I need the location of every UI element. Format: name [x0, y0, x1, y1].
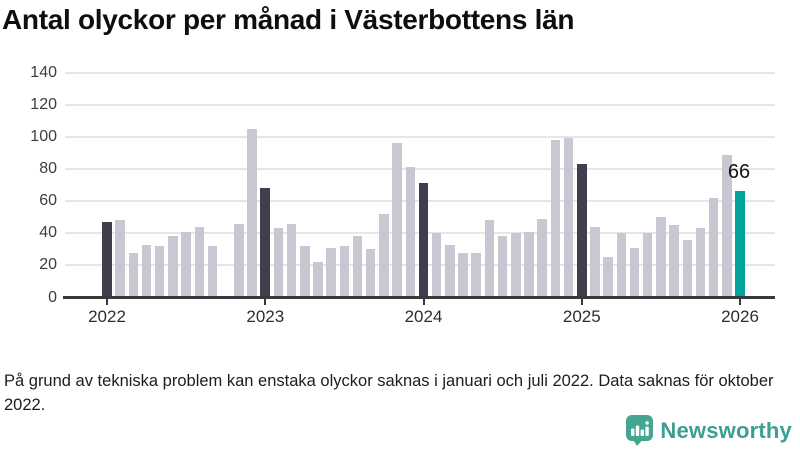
- bar-2025-01: [577, 164, 587, 298]
- y-axis-tick-label: 40: [39, 224, 57, 242]
- bar-2024-08: [511, 233, 521, 298]
- bar-2024-09: [524, 231, 534, 298]
- x-axis-tick: [106, 299, 108, 305]
- y-axis-tick-label: 0: [48, 288, 57, 306]
- bar-2023-04: [300, 246, 310, 298]
- bar-2024-11: [550, 140, 561, 298]
- bar-2026-01: [735, 191, 745, 298]
- bar-2025-09: [682, 239, 693, 298]
- gridline: [65, 71, 775, 74]
- bar-2024-05: [471, 252, 481, 298]
- bar-2023-10: [379, 213, 389, 298]
- bar-2022-08: [194, 226, 205, 298]
- x-axis-year-label: 2023: [246, 307, 285, 326]
- bar-2024-12: [563, 138, 574, 298]
- x-axis-year-label: 2022: [88, 307, 126, 326]
- chart-title: Antal olyckor per månad i Västerbottens …: [2, 4, 575, 35]
- bar-2024-07: [497, 236, 508, 298]
- bar-2022-03: [128, 252, 139, 298]
- bar-2025-08: [669, 225, 679, 298]
- x-axis-tick: [739, 299, 741, 305]
- x-axis-year-label: 2026: [721, 307, 759, 326]
- bar-2025-03: [603, 257, 613, 298]
- y-axis-tick-label: 120: [30, 95, 57, 113]
- bar-2023-06: [326, 247, 336, 298]
- bar-2024-10: [537, 218, 547, 298]
- footnote-text: På grund av tekniska problem kan enstaka…: [4, 372, 774, 414]
- bar-2025-02: [590, 226, 600, 298]
- x-axis-year-label: 2024: [404, 307, 443, 326]
- bar-2025-11: [708, 197, 719, 298]
- bar-2024-06: [484, 220, 495, 298]
- bar-2022-06: [168, 236, 178, 298]
- bar-2023-08: [352, 236, 363, 298]
- bar-2022-12: [247, 128, 257, 298]
- bar-2023-01: [260, 188, 270, 298]
- bar-2025-10: [695, 228, 706, 298]
- y-axis-tick-label: 140: [30, 63, 57, 81]
- bar-2025-04: [616, 233, 627, 298]
- bar-2024-01: [418, 183, 429, 298]
- bar-2022-01: [102, 222, 112, 298]
- bar-2025-12: [722, 154, 732, 298]
- bar-2023-11: [392, 143, 402, 298]
- bar-2022-02: [115, 220, 125, 298]
- brand-name: Newsworthy: [660, 417, 792, 443]
- gridline: [65, 135, 775, 138]
- newsworthy-logo: Newsworthy: [626, 415, 792, 446]
- x-axis-year-label: 2025: [562, 307, 601, 326]
- bar-2022-09: [207, 246, 218, 298]
- bar-2024-03: [445, 244, 455, 298]
- newsworthy-speech-bubble-bar-chart-icon: [626, 415, 654, 446]
- bar-2022-04: [141, 244, 152, 298]
- bar-2023-03: [286, 223, 297, 298]
- bar-2023-12: [405, 167, 416, 298]
- bar-2023-05: [313, 262, 323, 298]
- y-axis-tick-label: 60: [39, 192, 57, 210]
- bar-2025-05: [629, 247, 640, 298]
- bar-2025-07: [656, 217, 666, 298]
- x-axis-tick: [580, 299, 583, 305]
- bar-2022-05: [154, 246, 165, 298]
- bar-2025-06: [642, 233, 653, 298]
- gridline: [65, 167, 775, 170]
- bar-2024-04: [458, 252, 468, 298]
- bar-2023-02: [273, 228, 284, 298]
- gridline: [65, 103, 775, 106]
- y-axis-tick-label: 100: [30, 127, 57, 145]
- x-axis-line: [63, 296, 775, 299]
- y-axis-tick-label: 20: [39, 256, 57, 274]
- bar-2023-09: [365, 249, 376, 298]
- bar-2022-11: [234, 223, 244, 298]
- x-axis-tick: [422, 299, 425, 305]
- y-axis-tick-label: 80: [39, 159, 57, 177]
- x-axis-tick: [264, 299, 267, 305]
- highlight-value-label: 66: [727, 161, 751, 184]
- bar-2024-02: [431, 233, 442, 298]
- bar-2022-07: [181, 231, 191, 298]
- bar-2023-07: [339, 246, 350, 298]
